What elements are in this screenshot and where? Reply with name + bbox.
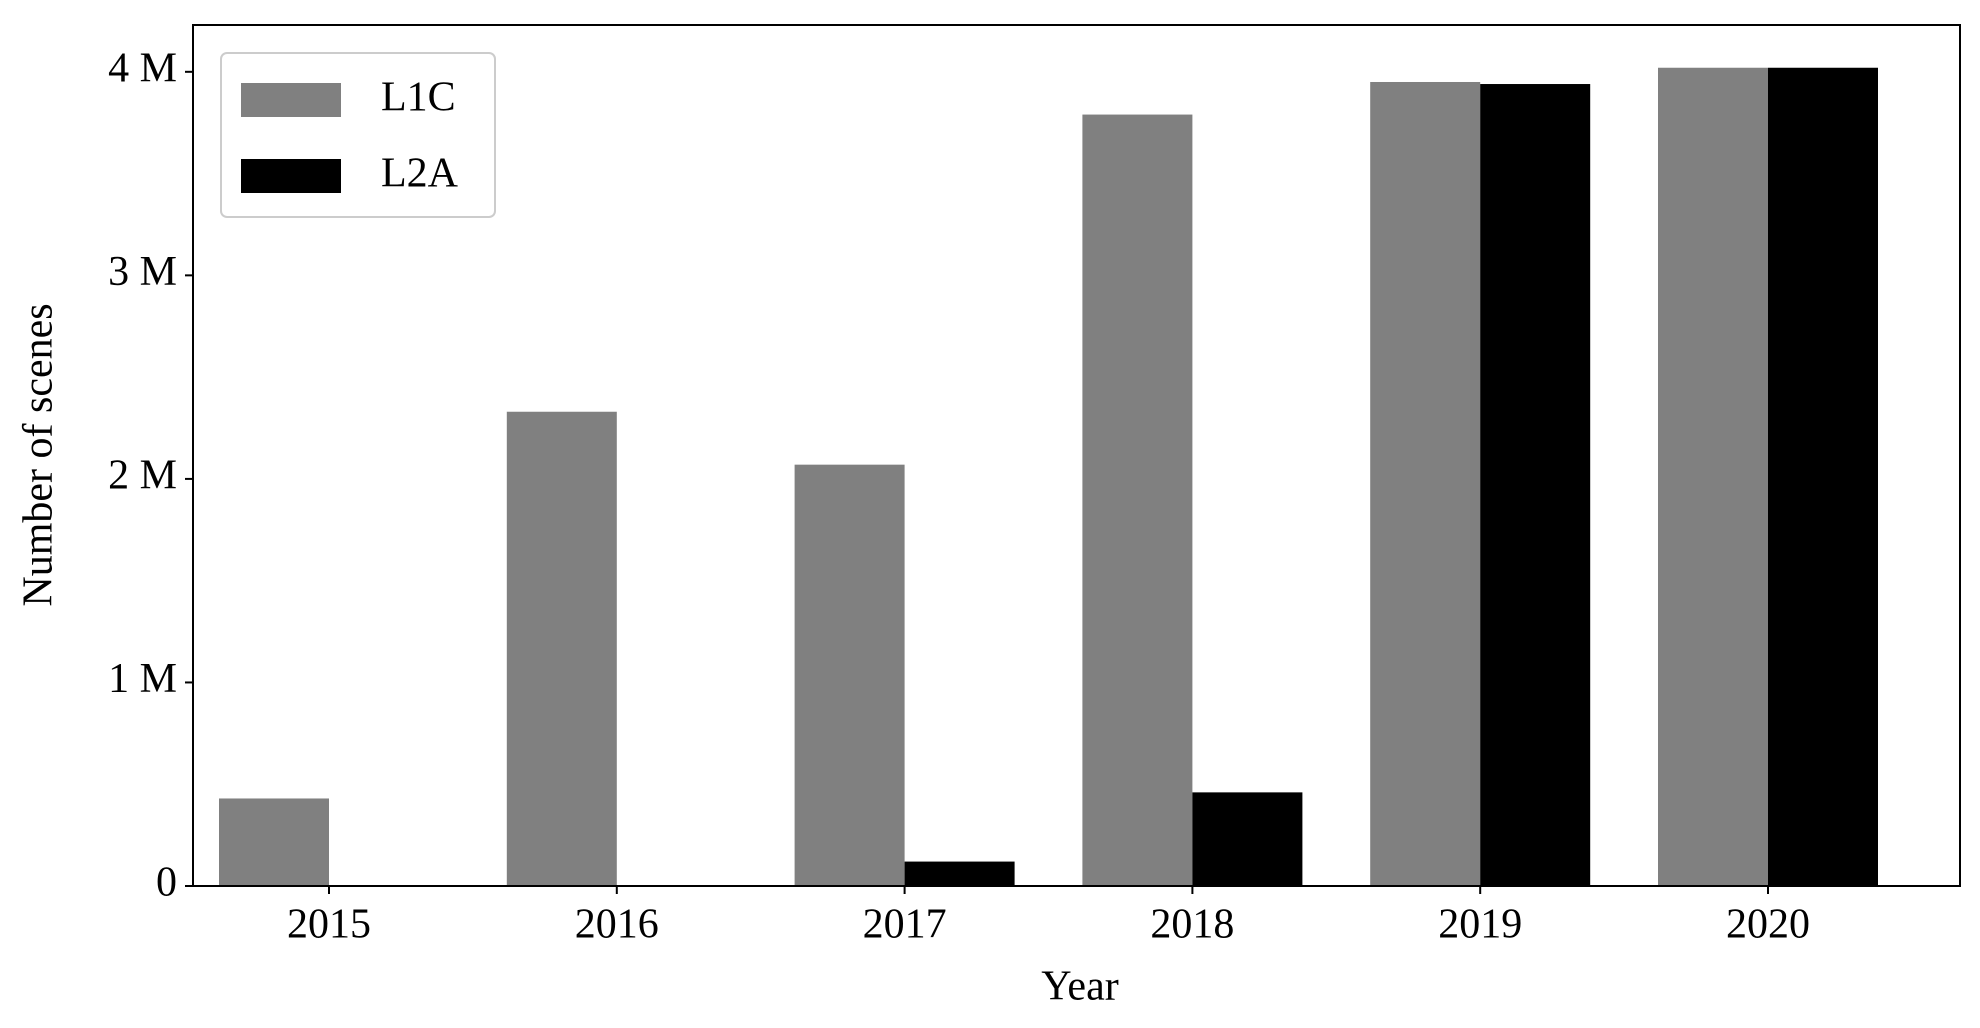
y-axis-label: Number of scenes bbox=[16, 303, 62, 606]
plot-frame bbox=[192, 24, 1961, 887]
x-tick-label: 2017 bbox=[863, 902, 947, 948]
bar bbox=[1370, 81, 1481, 886]
bar bbox=[1082, 114, 1193, 886]
bar bbox=[506, 411, 617, 886]
x-tick-label: 2020 bbox=[1726, 902, 1810, 948]
x-tick-label: 2016 bbox=[575, 902, 659, 948]
bar bbox=[219, 798, 329, 886]
x-tick-label: 2019 bbox=[1438, 902, 1522, 948]
bar bbox=[794, 464, 905, 886]
y-tick-label: 2 M bbox=[108, 453, 177, 499]
y-tick-label: 0 bbox=[156, 860, 177, 906]
x-axis-label: Year bbox=[1041, 964, 1118, 1010]
y-tick-label: 3 M bbox=[108, 249, 177, 295]
legend-label: L1C bbox=[381, 75, 456, 121]
bar bbox=[1480, 84, 1591, 886]
x-tick-label: 2018 bbox=[1150, 902, 1234, 948]
y-tick-label: 1 M bbox=[108, 656, 177, 702]
bar bbox=[904, 861, 1015, 886]
y-tick-label: 4 M bbox=[108, 45, 177, 91]
legend-swatch bbox=[241, 159, 341, 193]
x-tick-label: 2015 bbox=[287, 902, 371, 948]
bar bbox=[1658, 67, 1768, 886]
bar bbox=[1192, 792, 1303, 886]
bar bbox=[1768, 67, 1878, 886]
legend-swatch bbox=[241, 83, 341, 117]
legend-label: L2A bbox=[381, 151, 459, 197]
